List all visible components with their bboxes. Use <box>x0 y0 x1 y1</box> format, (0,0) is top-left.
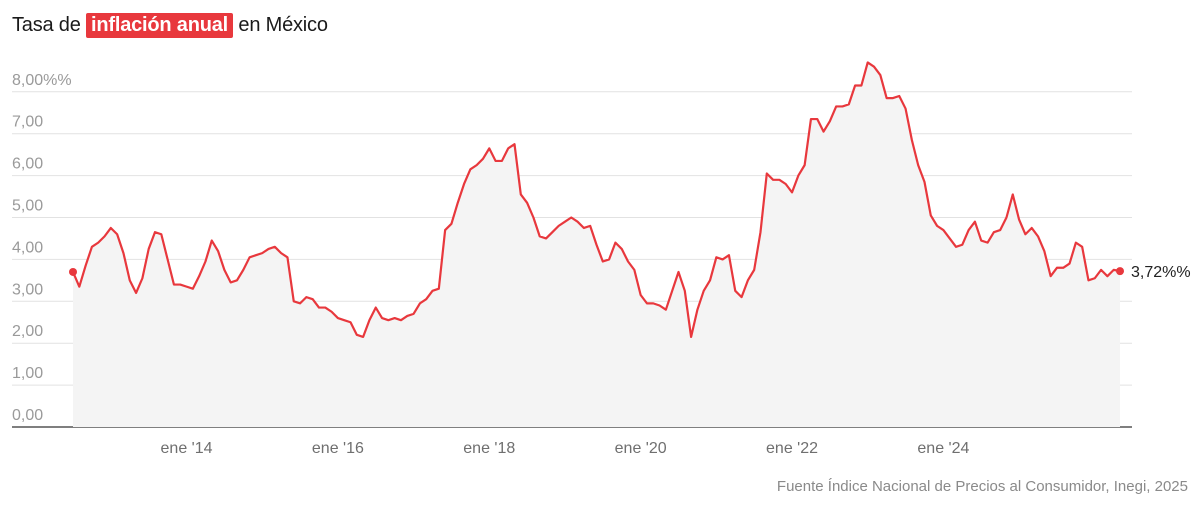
y-tick-label: 3,00 <box>12 281 43 298</box>
y-tick-label: 5,00 <box>12 198 43 215</box>
chart-title: Tasa de inflación anual en México <box>12 13 328 38</box>
end-point <box>1116 267 1124 276</box>
title-suffix: en México <box>238 14 328 36</box>
series-line <box>71 61 1122 339</box>
end-value-label: 3,72%% <box>1131 264 1191 281</box>
area-path <box>73 62 1120 427</box>
x-axis-labels: ene '14 ene '16 ene '18 ene '20 ene '22 ene '… <box>161 440 970 457</box>
y-tick-label: 2,00 <box>12 323 43 340</box>
start-point <box>69 267 77 276</box>
title-prefix: Tasa de <box>12 14 81 36</box>
x-tick-label: ene '18 <box>463 440 515 457</box>
y-tick-label: 7,00 <box>12 114 43 131</box>
inflation-line <box>71 61 1122 339</box>
x-tick-label: ene '20 <box>615 440 667 457</box>
x-tick-label: ene '14 <box>161 440 213 457</box>
y-tick-label: 6,00 <box>12 156 43 173</box>
x-tick-label: ene '24 <box>917 440 969 457</box>
title-highlight: inflación anual <box>86 13 234 38</box>
area-fill <box>73 62 1120 427</box>
y-tick-label: 8,00%% <box>12 72 72 89</box>
x-tick-label: ene '22 <box>766 440 818 457</box>
y-axis-labels: 0,00 1,00 2,00 3,00 4,00 5,00 6,00 7,00 8,00%% <box>12 72 72 424</box>
y-tick-label: 0,00 <box>12 407 43 424</box>
y-tick-label: 1,00 <box>12 365 43 382</box>
y-tick-label: 4,00 <box>12 239 43 256</box>
x-tick-label: ene '16 <box>312 440 364 457</box>
end-markers: 3,72%% <box>69 264 1191 281</box>
source-note: Fuente Índice Nacional de Precios al Con… <box>776 478 1188 495</box>
